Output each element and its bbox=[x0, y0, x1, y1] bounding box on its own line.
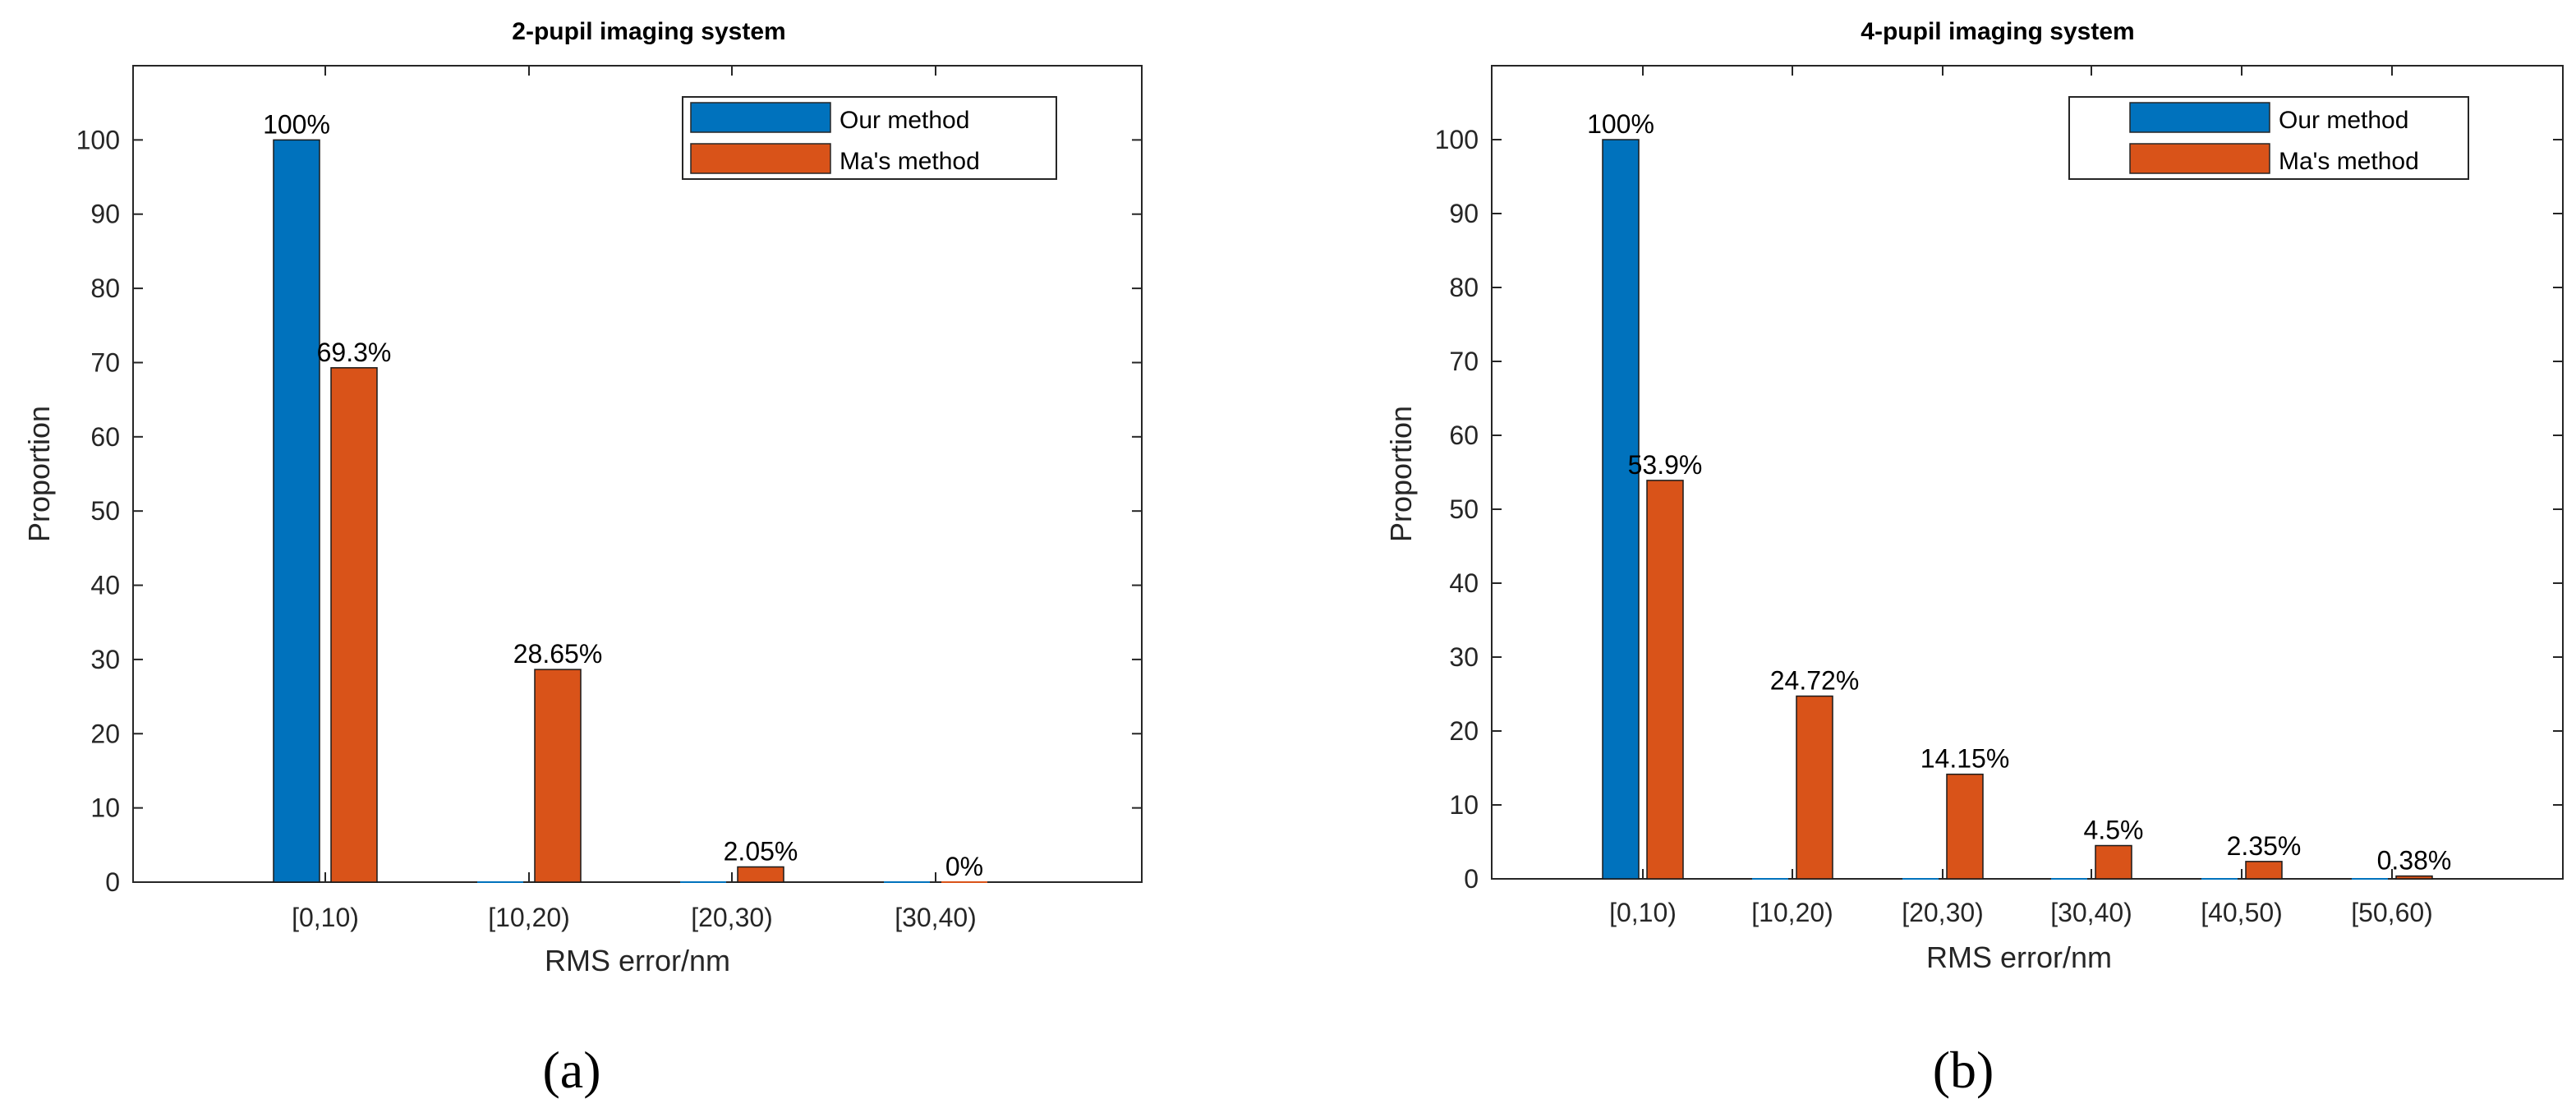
chart-b-bar-ma bbox=[1646, 480, 1684, 880]
chart-a-xlabel: RMS error/nm bbox=[545, 944, 730, 977]
chart-b-category-label: [20,30) bbox=[1902, 898, 1984, 927]
chart-a-data-label: 100% bbox=[263, 109, 330, 139]
chart-b-ytick-label: 80 bbox=[1449, 273, 1479, 302]
chart-b-data-label: 14.15% bbox=[1920, 744, 2010, 774]
chart-b-xlabel: RMS error/nm bbox=[1926, 940, 2112, 974]
chart-a-bar-ma bbox=[737, 866, 784, 883]
chart-b-legend: Our method Ma's method bbox=[2068, 96, 2469, 180]
chart-b-data-label: 24.72% bbox=[1770, 666, 1860, 696]
chart-a-ytick-label: 10 bbox=[90, 793, 120, 823]
chart-b-ytick-label: 90 bbox=[1449, 199, 1479, 228]
chart-b-data-label: 53.9% bbox=[1628, 450, 1703, 480]
chart-a-category-label: [0,10) bbox=[292, 903, 359, 932]
chart-b-bar-ma bbox=[2245, 861, 2283, 880]
chart-b-ytick-label: 70 bbox=[1449, 347, 1479, 376]
chart-a-ytick-label: 90 bbox=[90, 200, 120, 229]
chart-a-x-axis: [0,10) [10,20) [20,30) [30,40) bbox=[292, 66, 977, 932]
chart-b-ytick-label: 30 bbox=[1449, 642, 1479, 672]
chart-a-category-label: [30,40) bbox=[895, 903, 977, 932]
chart-b-bar-ma bbox=[1796, 695, 1833, 880]
chart-a-ytick-label: 30 bbox=[90, 645, 120, 674]
chart-a-category-label: [10,20) bbox=[488, 903, 570, 932]
chart-a-legend-label-our: Our method bbox=[840, 107, 969, 134]
chart-b-bar-ma bbox=[2095, 844, 2132, 880]
chart-b-category-label: [40,50) bbox=[2201, 898, 2283, 927]
chart-b-ytick-label: 50 bbox=[1449, 494, 1479, 524]
panel-label-a: (a) bbox=[542, 1041, 600, 1099]
chart-b: 4-pupil imaging system 0 10 20 30 40 50 60 70 80… bbox=[1384, 18, 2564, 1099]
chart-b-category-label: [30,40) bbox=[2050, 898, 2132, 927]
chart-b-data-labels: 100% 53.9% 24.72% 14.15% 4.5% 2.35% 0.38% bbox=[1587, 109, 2451, 876]
chart-a-data-labels: 100% 69.3% 28.65% 2.05% 0% bbox=[263, 109, 983, 881]
chart-b-bar-our bbox=[1602, 139, 1640, 880]
chart-b-bar-ma bbox=[2395, 875, 2433, 880]
chart-a-data-label: 2.05% bbox=[724, 836, 798, 866]
chart-a-data-label: 28.65% bbox=[513, 639, 603, 669]
chart-b-ytick-label: 0 bbox=[1464, 864, 1479, 894]
chart-b-ylabel: Proportion bbox=[1384, 406, 1418, 542]
chart-a-legend-swatch-ma bbox=[690, 143, 831, 174]
panel-label-b: (b) bbox=[1933, 1041, 1994, 1099]
chart-b-bars bbox=[1602, 139, 2433, 880]
chart-b-x-axis: [0,10) [10,20) [20,30) [30,40) [40,50) [50,60… bbox=[1609, 66, 2433, 927]
chart-b-category-label: [10,20) bbox=[1751, 898, 1833, 927]
chart-a-ylabel: Proportion bbox=[22, 406, 56, 542]
chart-b-data-label: 2.35% bbox=[2227, 831, 2302, 861]
chart-a-ytick-label: 0 bbox=[105, 867, 120, 897]
chart-b-y-axis: 0 10 20 30 40 50 60 70 80 90 100 bbox=[1435, 125, 2563, 894]
chart-b-bar-ma bbox=[1946, 773, 1984, 880]
chart-a: 2-pupil imaging system 0 10 20 30 40 50 60 70 80… bbox=[22, 18, 1143, 1099]
chart-a-legend-swatch-our bbox=[690, 102, 831, 133]
chart-a-bars bbox=[273, 139, 987, 883]
chart-b-category-label: [50,60) bbox=[2351, 898, 2433, 927]
chart-a-y-axis: 0 10 20 30 40 50 60 70 80 90 100 bbox=[76, 125, 1142, 897]
chart-b-title: 4-pupil imaging system bbox=[1861, 18, 2134, 45]
chart-a-category-label: [20,30) bbox=[691, 903, 773, 932]
chart-a-data-label: 69.3% bbox=[317, 338, 392, 367]
chart-b-ytick-label: 100 bbox=[1435, 125, 1479, 154]
chart-b-legend-swatch-our bbox=[2129, 102, 2270, 133]
chart-b-legend-label-our: Our method bbox=[2279, 107, 2408, 134]
chart-a-title: 2-pupil imaging system bbox=[512, 18, 785, 45]
chart-b-ytick-label: 40 bbox=[1449, 568, 1479, 598]
chart-a-legend: Our method Ma's method bbox=[682, 96, 1057, 180]
chart-b-ytick-label: 60 bbox=[1449, 421, 1479, 450]
chart-a-legend-label-ma: Ma's method bbox=[840, 148, 980, 175]
chart-b-ytick-label: 20 bbox=[1449, 716, 1479, 746]
chart-a-ytick-label: 50 bbox=[90, 496, 120, 526]
chart-b-category-label: [0,10) bbox=[1609, 898, 1677, 927]
chart-a-bar-ma bbox=[330, 367, 378, 883]
chart-b-data-label: 0.38% bbox=[2377, 846, 2452, 876]
chart-a-data-label: 0% bbox=[945, 852, 983, 881]
chart-a-ytick-label: 20 bbox=[90, 719, 120, 748]
chart-a-bar-ma bbox=[534, 669, 582, 883]
chart-b-data-label: 4.5% bbox=[2084, 816, 2144, 845]
chart-a-ytick-label: 60 bbox=[90, 422, 120, 452]
chart-b-data-label: 100% bbox=[1587, 109, 1654, 139]
chart-a-ytick-label: 40 bbox=[90, 571, 120, 600]
chart-a-ytick-label: 80 bbox=[90, 274, 120, 303]
chart-b-legend-swatch-ma bbox=[2129, 143, 2270, 174]
chart-a-ytick-label: 100 bbox=[76, 125, 120, 154]
chart-a-bar-our bbox=[273, 139, 320, 883]
chart-a-ytick-label: 70 bbox=[90, 347, 120, 377]
chart-b-legend-label-ma: Ma's method bbox=[2279, 148, 2419, 175]
chart-b-ytick-label: 10 bbox=[1449, 790, 1479, 820]
